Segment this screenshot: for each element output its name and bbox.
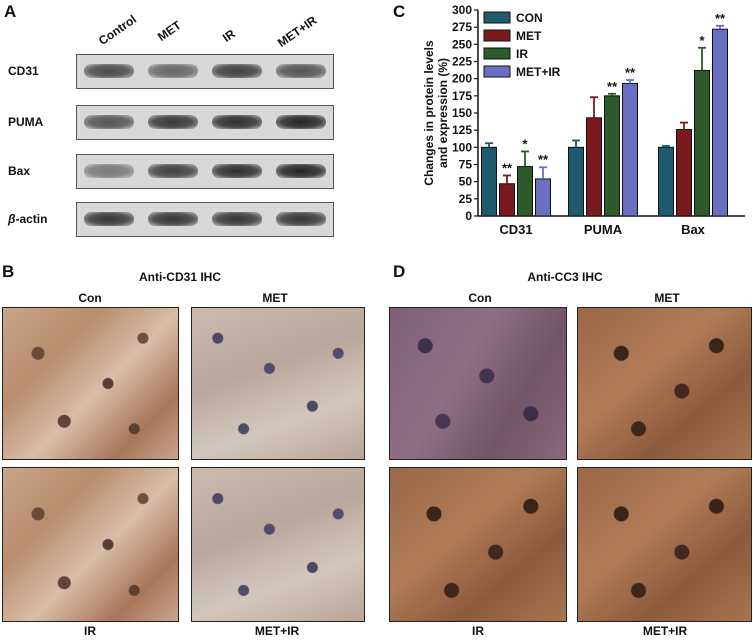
bar-ir-bax xyxy=(694,69,710,217)
blot-band xyxy=(276,64,326,78)
panel-a-letter: A xyxy=(4,2,17,21)
lane-label-met-ir: MET+IR xyxy=(274,13,320,50)
significance-marker: ** xyxy=(538,152,549,167)
y-tick-label: 25 xyxy=(459,192,473,206)
ihc-b-label-met: MET xyxy=(262,291,288,305)
y-axis-title: Changes in protein levelsand expression … xyxy=(422,40,450,186)
blot-band xyxy=(148,115,198,129)
ihc-d-label-met-ir: MET+IR xyxy=(642,624,688,638)
ihc-image-cc3-met xyxy=(577,307,752,460)
significance-marker: ** xyxy=(607,79,618,94)
legend-swatch xyxy=(483,29,511,42)
blot-row-label: β-actin xyxy=(8,212,48,226)
lane-label-control: Control xyxy=(95,12,139,49)
blot-row-label: Bax xyxy=(8,164,31,178)
bar-con-bax xyxy=(658,146,674,217)
ihc-image-cc3-ir xyxy=(389,467,567,622)
bar-met-ir-puma xyxy=(622,82,638,217)
y-tick-label: 250 xyxy=(452,37,472,51)
blot-band xyxy=(84,115,134,129)
ihc-image-cd31-ir xyxy=(2,467,179,622)
blot-strip-row xyxy=(76,202,334,237)
blot-band xyxy=(212,64,262,78)
bar-met-puma xyxy=(586,117,602,217)
y-tick-label: 50 xyxy=(459,175,473,189)
significance-marker: * xyxy=(699,33,705,48)
lane-label-met: MET xyxy=(154,17,184,44)
ihc-image-cd31-met-ir xyxy=(191,467,365,622)
blot-band xyxy=(148,64,198,78)
blot-row-label: CD31 xyxy=(8,64,39,78)
ihc-image-cd31-met xyxy=(191,307,365,460)
y-tick-label: 150 xyxy=(452,106,472,120)
ihc-image-cd31-con xyxy=(2,307,179,460)
blot-strip-row xyxy=(76,54,334,89)
blot-band xyxy=(212,164,262,178)
x-category-label: PUMA xyxy=(584,222,623,237)
legend-label: MET xyxy=(516,29,542,43)
blot-band xyxy=(212,115,262,129)
blot-band xyxy=(148,212,198,226)
significance-marker: ** xyxy=(625,65,636,80)
blot-band xyxy=(212,212,262,226)
x-category-label: CD31 xyxy=(499,222,532,237)
blot-band xyxy=(84,164,134,178)
legend-swatch xyxy=(483,11,511,24)
y-tick-label: 75 xyxy=(459,158,473,172)
bar-met-bax xyxy=(676,128,692,217)
y-tick-label: 200 xyxy=(452,72,472,86)
ihc-b-label-ir: IR xyxy=(84,624,96,638)
ihc-b-label-con: Con xyxy=(78,291,102,305)
legend-label: MET+IR xyxy=(516,65,561,79)
panel-c-letter: C xyxy=(393,2,406,21)
blot-row-label: PUMA xyxy=(8,115,44,129)
bar-met-ir-bax xyxy=(712,28,728,217)
bar-ir-cd31 xyxy=(517,166,533,217)
ihc-d-label-ir: IR xyxy=(472,624,484,638)
blot-band xyxy=(84,212,134,226)
y-tick-label: 100 xyxy=(452,140,472,154)
y-tick-label: 175 xyxy=(452,89,472,103)
significance-marker: * xyxy=(522,136,528,151)
legend-label: CON xyxy=(516,11,543,25)
ihc-image-cc3-met-ir xyxy=(577,467,752,622)
ihc-d-label-con: Con xyxy=(468,291,492,305)
bar-chart: 0 25 50 75 100 125 150 175 200 225 250 275 300 Change… xyxy=(422,3,745,237)
panel-d-letter: D xyxy=(393,262,406,281)
panel-b-title: Anti-CD31 IHC xyxy=(138,270,221,284)
legend-swatch xyxy=(483,47,511,60)
ihc-image-cc3-con xyxy=(389,307,567,460)
blot-strip-row xyxy=(76,105,334,140)
blot-band xyxy=(276,212,326,226)
significance-marker: ** xyxy=(502,160,513,175)
bar-ir-puma xyxy=(604,95,620,217)
blot-strip-row xyxy=(76,154,334,189)
bar-con-puma xyxy=(568,146,584,217)
ihc-b-label-met-ir: MET+IR xyxy=(254,624,300,638)
y-tick-label: 225 xyxy=(452,55,472,69)
blot-band xyxy=(276,115,326,129)
ihc-d-label-met: MET xyxy=(654,291,680,305)
y-tick-label: 125 xyxy=(452,123,472,137)
significance-marker: ** xyxy=(715,11,726,26)
y-tick-label: 300 xyxy=(452,3,472,17)
legend-swatch xyxy=(483,65,511,78)
x-category-label: Bax xyxy=(681,222,706,237)
blot-band xyxy=(276,164,326,178)
panel-d-title: Anti-CC3 IHC xyxy=(527,270,603,284)
blot-band xyxy=(84,64,134,78)
lane-label-ir: IR xyxy=(219,26,238,45)
y-tick-label: 275 xyxy=(452,20,472,34)
legend-label: IR xyxy=(516,47,528,61)
panel-b-letter: B xyxy=(2,262,15,281)
bar-met-cd31 xyxy=(499,183,515,217)
bar-met-ir-cd31 xyxy=(535,178,551,217)
bar-con-cd31 xyxy=(481,146,497,217)
y-tick-label: 0 xyxy=(465,209,472,223)
blot-band xyxy=(148,164,198,178)
